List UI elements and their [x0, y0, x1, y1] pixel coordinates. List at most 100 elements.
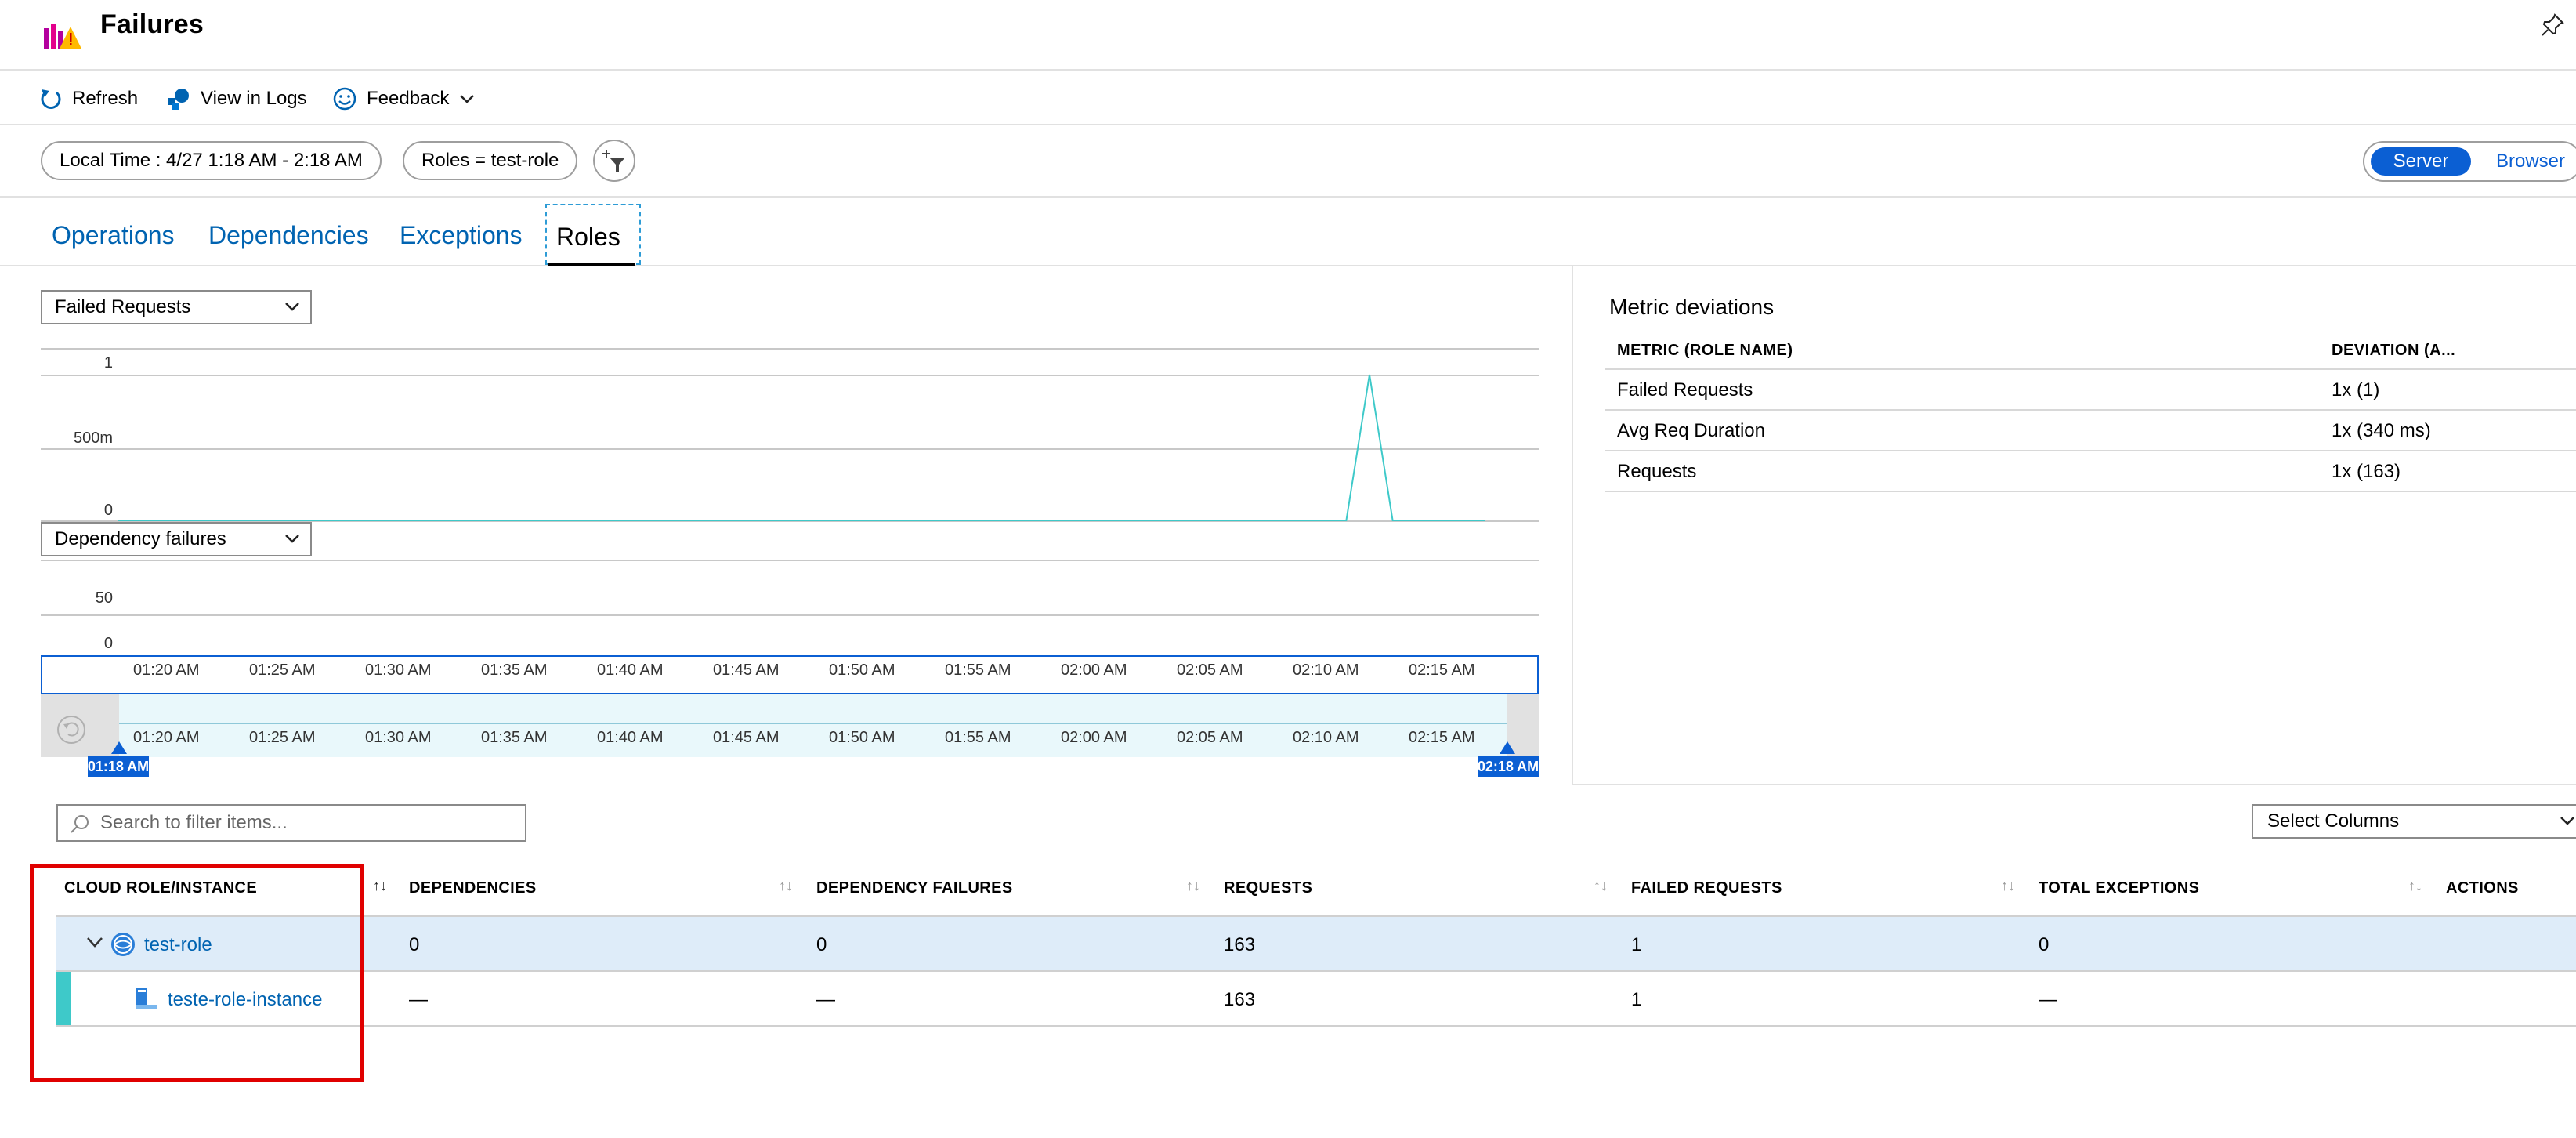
deviation-column-header[interactable]: DEVIATION (A... [2332, 342, 2456, 359]
server-toggle-option[interactable]: Server [2371, 147, 2471, 176]
chart1-gridline [41, 375, 1539, 376]
metric-column-header[interactable]: METRIC (ROLE NAME) [1617, 342, 1793, 359]
cell-total-exceptions: — [2039, 989, 2057, 1010]
x-axis-tick: 01:20 AM [133, 661, 200, 679]
sort-icon[interactable]: ↑↓ [1186, 878, 1200, 893]
time-brush-track[interactable] [41, 694, 1539, 757]
cell-failed-requests: 1 [1631, 989, 1642, 1010]
server-instance-icon [136, 988, 157, 1009]
metric-deviation: 1x (1) [2332, 379, 2380, 400]
chevron-down-icon[interactable] [86, 936, 103, 950]
metric-row[interactable]: Requests 1x (163) [1605, 451, 2576, 492]
instance-name-link[interactable]: teste-role-instance [168, 989, 323, 1010]
column-header-failed-requests[interactable]: FAILED REQUESTS [1631, 879, 1782, 897]
x-axis-tick: 01:35 AM [481, 661, 548, 679]
column-header-dependencies[interactable]: DEPENDENCIES [409, 879, 537, 897]
chart1-gridline-top [41, 348, 1539, 350]
tab-operations[interactable]: Operations [52, 221, 175, 249]
brush-left-mask [41, 694, 119, 757]
cell-dependency-failures: — [816, 989, 835, 1010]
add-filter-icon [602, 150, 625, 172]
metric-deviations-title: Metric deviations [1609, 295, 1775, 319]
x-axis-tick: 02:15 AM [1409, 661, 1475, 679]
metric-header-divider [1605, 368, 2576, 370]
brush-end-label: 02:18 AM [1478, 756, 1539, 777]
instance-color-bar [56, 972, 71, 1025]
tab-exceptions[interactable]: Exceptions [400, 221, 523, 249]
view-in-logs-label: View in Logs [201, 88, 307, 109]
brush-end-text: 02:18 AM [1478, 758, 1539, 774]
metric-name: Requests [1617, 461, 1697, 482]
cell-requests: 163 [1224, 934, 1256, 955]
tab-dependencies[interactable]: Dependencies [208, 221, 369, 249]
sort-icon[interactable]: ↑↓ [1594, 878, 1608, 893]
brush-x-axis-tick: 01:45 AM [713, 729, 780, 746]
column-header-cloud-role[interactable]: CLOUD ROLE/INSTANCE [64, 879, 258, 897]
chart2-gridline [41, 614, 1539, 616]
column-header-dependency-failures[interactable]: DEPENDENCY FAILURES [816, 879, 1013, 897]
metric-selector-1-value: Failed Requests [55, 296, 191, 317]
sort-icon[interactable]: ↑↓ [2408, 878, 2422, 893]
chevron-down-icon [285, 303, 299, 311]
table-row[interactable]: teste-role-instance — — 163 1 — [56, 972, 2576, 1027]
metric-name: Failed Requests [1617, 379, 1753, 400]
cell-dependency-failures: 0 [816, 934, 827, 955]
feedback-label: Feedback [367, 88, 450, 109]
metric-row[interactable]: Avg Req Duration 1x (340 ms) [1605, 411, 2576, 451]
brush-x-axis-tick: 01:20 AM [133, 729, 200, 746]
command-bar: Refresh View in Logs Feedback [0, 72, 2576, 125]
view-in-logs-button[interactable]: View in Logs [166, 83, 307, 114]
server-browser-toggle[interactable]: Server Browser [2363, 141, 2576, 182]
brush-start-text: 01:18 AM [88, 758, 149, 774]
x-axis-tick: 01:25 AM [249, 661, 316, 679]
brush-x-axis-tick: 01:25 AM [249, 729, 316, 746]
feedback-button[interactable]: Feedback [332, 83, 485, 114]
cell-dependencies: — [409, 989, 428, 1010]
failures-app-icon [44, 24, 81, 49]
column-header-total-exceptions[interactable]: TOTAL EXCEPTIONS [2039, 879, 2200, 897]
tab-roles[interactable]: Roles [545, 204, 641, 266]
brush-right-handle[interactable] [1498, 740, 1517, 756]
sort-icon[interactable]: ↑↓ [779, 878, 793, 893]
brush-x-axis-tick: 02:10 AM [1293, 729, 1359, 746]
metric-selector-2[interactable]: Dependency failures [41, 522, 312, 556]
refresh-button[interactable]: Refresh [39, 83, 138, 114]
roles-filter-pill[interactable]: Roles = test-role [403, 141, 578, 180]
brush-x-axis-tick: 01:55 AM [945, 729, 1011, 746]
cell-requests: 163 [1224, 989, 1256, 1010]
metric-name: Avg Req Duration [1617, 420, 1765, 441]
failed-requests-chart [118, 374, 1485, 521]
x-axis-tick: 02:05 AM [1177, 661, 1243, 679]
cloud-role-globe-icon [111, 933, 135, 956]
x-axis-tick: 02:00 AM [1061, 661, 1127, 679]
metric-selector-1[interactable]: Failed Requests [41, 290, 312, 324]
smiley-icon [333, 87, 356, 111]
metric-row[interactable]: Failed Requests 1x (1) [1605, 370, 2576, 411]
select-columns-label: Select Columns [2267, 810, 2400, 832]
brush-x-axis-tick: 02:15 AM [1409, 729, 1475, 746]
blade-header: Failures [0, 0, 2576, 71]
role-name-link[interactable]: test-role [144, 934, 212, 955]
x-axis-tick: 01:40 AM [597, 661, 664, 679]
select-columns-dropdown[interactable]: Select Columns [2252, 804, 2576, 839]
search-placeholder: Search to filter items... [100, 812, 288, 833]
x-axis-tick: 01:45 AM [713, 661, 780, 679]
sort-icon[interactable]: ↑↓ [2001, 878, 2015, 893]
chevron-down-icon [460, 95, 475, 103]
sort-icon-active[interactable]: ↑↓ [373, 878, 387, 893]
grid-header-divider [56, 915, 2576, 917]
add-filter-button[interactable] [593, 140, 635, 182]
time-range-pill[interactable]: Local Time : 4/27 1:18 AM - 2:18 AM [41, 141, 382, 180]
browser-toggle-option[interactable]: Browser [2496, 150, 2566, 172]
reset-zoom-icon[interactable] [55, 713, 88, 746]
brush-x-axis-tick: 02:00 AM [1061, 729, 1127, 746]
pin-icon[interactable] [2540, 13, 2565, 38]
table-row[interactable]: test-role 0 0 163 1 0 [56, 917, 2576, 972]
column-header-requests[interactable]: REQUESTS [1224, 879, 1313, 897]
column-header-actions: ACTIONS [2446, 879, 2519, 897]
search-input[interactable]: Search to filter items... [56, 804, 526, 842]
tab-roles-label: Roles [556, 223, 620, 251]
chart2-ytick: 50 [95, 589, 113, 607]
brush-left-handle[interactable] [110, 740, 128, 756]
cell-failed-requests: 1 [1631, 934, 1642, 955]
